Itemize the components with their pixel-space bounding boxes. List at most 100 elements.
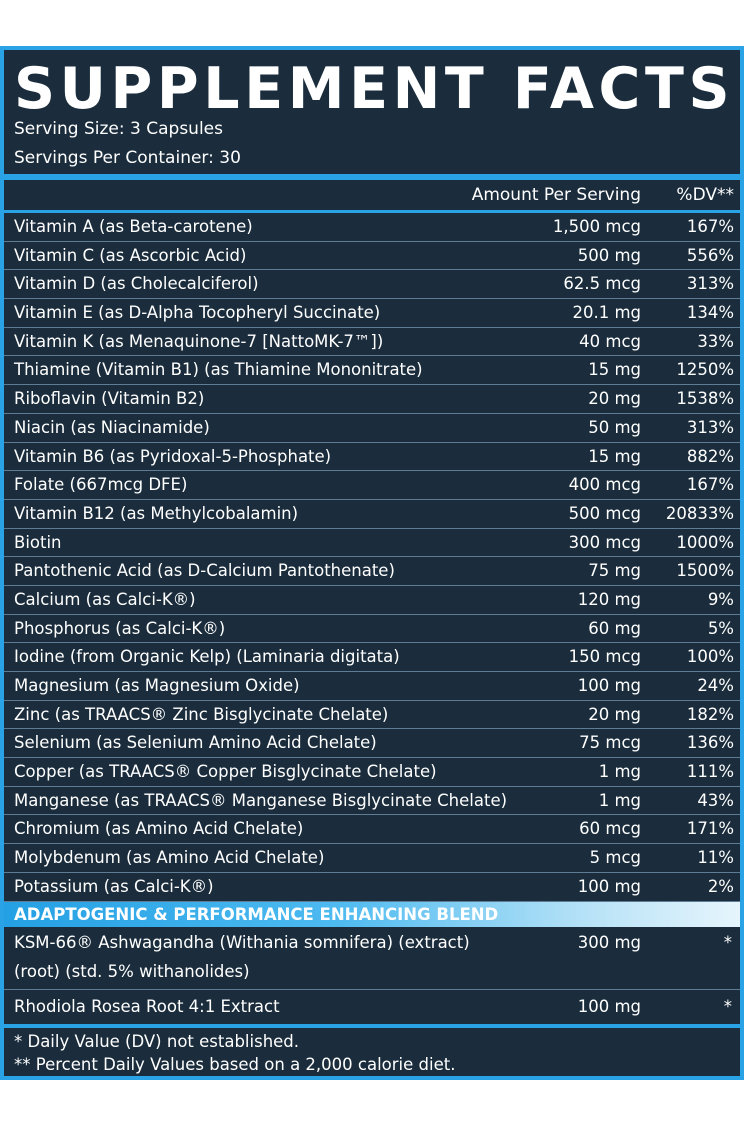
- nutrient-amount: 20 mg: [588, 389, 641, 409]
- nutrient-name: Folate (667mcg DFE): [14, 475, 188, 495]
- nutrient-amount: 100 mg: [577, 876, 641, 896]
- nutrient-name: Vitamin E (as D-Alpha Tocopheryl Succina…: [14, 303, 381, 323]
- nutrient-name: Thiamine (Vitamin B1) (as Thiamine Monon…: [14, 360, 423, 380]
- nutrient-dv: 882%: [686, 446, 734, 466]
- nutrient-dv: 43%: [697, 790, 734, 810]
- serving-size: Serving Size: 3 Capsules: [14, 119, 223, 139]
- nutrient-name: Phosphorus (as Calci-K®): [14, 618, 226, 638]
- nutrient-dv: 556%: [686, 245, 734, 265]
- nutrient-amount: 500 mcg: [568, 503, 641, 523]
- nutrient-amount: 120 mg: [577, 589, 641, 609]
- nutrient-dv: 134%: [686, 303, 734, 323]
- nutrient-row: Vitamin K (as Menaquinone-7 [NattoMK-7™]…: [4, 328, 740, 357]
- servings-per-container: Servings Per Container: 30: [14, 148, 241, 168]
- blend-title: ADAPTOGENIC & PERFORMANCE ENHANCING BLEN…: [14, 905, 499, 924]
- nutrient-row: Vitamin B6 (as Pyridoxal-5-Phosphate) 15 …: [4, 443, 740, 472]
- nutrient-dv: 313%: [686, 274, 734, 294]
- nutrient-amount: 15 mg: [588, 360, 641, 380]
- blend-item-name: KSM-66® Ashwagandha (Withania somnifera)…: [14, 933, 470, 952]
- top-divider: [4, 174, 740, 180]
- nutrient-name: Biotin: [14, 532, 62, 552]
- nutrient-dv: 33%: [697, 331, 734, 351]
- nutrient-name: Iodine (from Organic Kelp) (Laminaria di…: [14, 647, 400, 667]
- nutrient-name: Vitamin B6 (as Pyridoxal-5-Phosphate): [14, 446, 332, 466]
- nutrient-name: Pantothenic Acid (as D-Calcium Pantothen…: [14, 561, 395, 581]
- nutrient-amount: 20 mg: [588, 704, 641, 724]
- nutrient-dv: 1000%: [676, 532, 734, 552]
- blend-item-dv: *: [723, 933, 732, 952]
- nutrient-row: Niacin (as Niacinamide) 50 mg 313%: [4, 414, 740, 443]
- nutrient-amount: 1,500 mcg: [552, 217, 641, 236]
- nutrient-amount: 60 mcg: [579, 819, 641, 839]
- nutrient-row: Molybdenum (as Amino Acid Chelate) 5 mcg 1…: [4, 844, 740, 873]
- nutrient-amount: 75 mcg: [579, 733, 641, 753]
- nutrient-name: Potassium (as Calci-K®): [14, 876, 214, 896]
- nutrient-name: Molybdenum (as Amino Acid Chelate): [14, 848, 325, 868]
- blend-item-name-continued: (root) (std. 5% withanolides): [14, 962, 250, 981]
- nutrient-amount: 50 mg: [588, 417, 641, 437]
- nutrient-name: Calcium (as Calci-K®): [14, 589, 196, 609]
- blend-item-amount: 100 mg: [577, 997, 641, 1016]
- nutrient-name: Copper (as TRAACS® Copper Bisglycinate C…: [14, 762, 437, 782]
- nutrient-name: Manganese (as TRAACS® Manganese Bisglyci…: [14, 790, 508, 810]
- nutrient-row: Potassium (as Calci-K®) 100 mg 2%: [4, 873, 740, 902]
- nutrient-row: Calcium (as Calci-K®) 120 mg 9%: [4, 586, 740, 615]
- nutrient-dv: 5%: [707, 618, 734, 638]
- blend-item-name: Rhodiola Rosea Root 4:1 Extract: [14, 997, 280, 1016]
- nutrient-dv: 20833%: [665, 503, 734, 523]
- nutrient-row: Vitamin A (as Beta-carotene) 1,500 mcg 167…: [4, 213, 740, 242]
- nutrient-dv: 1500%: [676, 561, 734, 581]
- nutrient-row: Magnesium (as Magnesium Oxide) 100 mg 24%: [4, 672, 740, 701]
- nutrient-amount: 60 mg: [588, 618, 641, 638]
- footnote-dv: * Daily Value (DV) not established.: [14, 1032, 300, 1051]
- nutrient-row: Thiamine (Vitamin B1) (as Thiamine Monon…: [4, 356, 740, 386]
- nutrient-name: Vitamin A (as Beta-carotene): [14, 217, 253, 236]
- supplement-facts-panel: SUPPLEMENT FACTS Serving Size: 3 Capsule…: [0, 46, 744, 1080]
- nutrient-dv: 1538%: [676, 389, 734, 409]
- nutrient-dv: 171%: [686, 819, 734, 839]
- nutrient-name: Zinc (as TRAACS® Zinc Bisglycinate Chela…: [14, 704, 389, 724]
- nutrient-amount: 150 mcg: [568, 647, 641, 667]
- footnote-percent: ** Percent Daily Values based on a 2,000…: [14, 1055, 456, 1074]
- blend-item-dv: *: [723, 997, 732, 1016]
- column-header-dv: %DV**: [676, 185, 734, 205]
- nutrient-row: Chromium (as Amino Acid Chelate) 60 mcg 17…: [4, 815, 740, 845]
- nutrient-row: Pantothenic Acid (as D-Calcium Pantothen…: [4, 557, 740, 586]
- nutrient-amount: 500 mg: [577, 245, 641, 265]
- nutrient-dv: 111%: [686, 762, 734, 782]
- nutrient-row: Manganese (as TRAACS® Manganese Bisglyci…: [4, 787, 740, 816]
- header-divider: [4, 210, 740, 213]
- nutrient-name: Vitamin B12 (as Methylcobalamin): [14, 503, 299, 523]
- nutrient-amount: 1 mg: [598, 790, 641, 810]
- nutrient-dv: 167%: [686, 475, 734, 495]
- nutrient-amount: 62.5 mcg: [563, 274, 641, 294]
- nutrient-dv: 313%: [686, 417, 734, 437]
- nutrient-row: Phosphorus (as Calci-K®) 60 mg 5%: [4, 615, 740, 644]
- nutrient-dv: 100%: [686, 647, 734, 667]
- blend-row: Rhodiola Rosea Root 4:1 Extract 100 mg *: [4, 990, 740, 1024]
- nutrient-name: Niacin (as Niacinamide): [14, 417, 210, 437]
- nutrient-row: Selenium (as Selenium Amino Acid Chelate…: [4, 729, 740, 759]
- nutrient-amount: 75 mg: [588, 561, 641, 581]
- blend-row: KSM-66® Ashwagandha (Withania somnifera)…: [4, 927, 740, 990]
- nutrient-dv: 167%: [686, 217, 734, 236]
- nutrient-row: Vitamin D (as Cholecalciferol) 62.5 mcg 31…: [4, 270, 740, 300]
- nutrient-dv: 182%: [686, 704, 734, 724]
- nutrient-dv: 136%: [686, 733, 734, 753]
- nutrient-row: Vitamin C (as Ascorbic Acid) 500 mg 556%: [4, 242, 740, 271]
- nutrient-row: Vitamin E (as D-Alpha Tocopheryl Succina…: [4, 299, 740, 328]
- column-header-amount: Amount Per Serving: [471, 185, 641, 205]
- nutrient-name: Vitamin D (as Cholecalciferol): [14, 274, 259, 294]
- label-title: SUPPLEMENT FACTS: [14, 56, 735, 122]
- nutrient-amount: 5 mcg: [589, 848, 641, 868]
- nutrient-row: Copper (as TRAACS® Copper Bisglycinate C…: [4, 758, 740, 787]
- nutrient-amount: 1 mg: [598, 762, 641, 782]
- nutrient-dv: 1250%: [676, 360, 734, 380]
- nutrient-name: Vitamin C (as Ascorbic Acid): [14, 245, 247, 265]
- footer-divider: [4, 1024, 740, 1028]
- nutrient-dv: 9%: [707, 589, 734, 609]
- nutrient-row: Iodine (from Organic Kelp) (Laminaria di…: [4, 643, 740, 672]
- nutrient-amount: 400 mcg: [568, 475, 641, 495]
- nutrient-dv: 24%: [697, 676, 734, 695]
- nutrient-amount: 20.1 mg: [572, 303, 641, 323]
